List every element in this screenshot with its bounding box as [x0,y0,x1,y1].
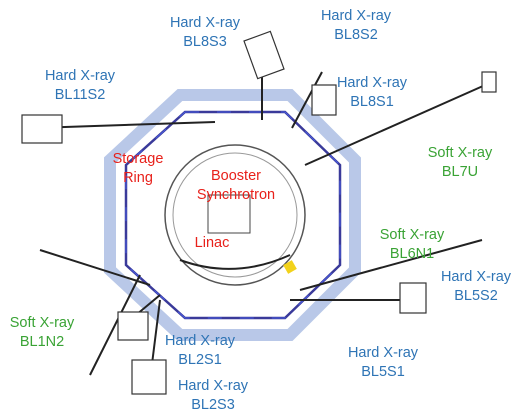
label-name: BL6N1 [390,246,434,262]
beamline-label: Soft X-ray BL7U [428,145,493,180]
label-type: Hard X-ray [441,269,512,285]
label-line: Storage [113,151,164,167]
beamline-label: Soft X-ray BL1N2 [10,315,75,350]
label-name: BL2S1 [178,352,222,368]
beamline-label: Hard X-ray BL5S1 [348,345,419,380]
label-name: BL5S1 [361,364,405,380]
label-type: Soft X-ray [428,145,493,161]
label-type: Hard X-ray [165,333,236,349]
label-line: Ring [123,170,153,186]
label-name: BL11S2 [55,87,106,103]
label-name: BL2S3 [191,397,235,413]
label-type: Hard X-ray [337,75,408,91]
label-name: BL7U [442,164,478,180]
end-station [22,115,62,143]
label-name: BL8S3 [183,34,227,50]
booster-ring [165,145,305,285]
beamline [40,250,150,285]
label-name: BL1N2 [20,334,64,350]
page: {"beamlines": [ {"type": "Hard X-ray", "… [0,0,518,413]
beamline-label: Hard X-ray BL2S3 [178,378,249,413]
label-type: Soft X-ray [380,227,445,243]
beamline-label: Hard X-ray BL2S1 [165,333,236,368]
beamline-label: Soft X-ray BL6N1 [380,227,445,262]
beamline-label: Hard X-ray BL5S2 [441,269,512,304]
label-type: Soft X-ray [10,315,75,331]
beamline-label: Hard X-ray BL8S3 [170,15,241,50]
label-type: Hard X-ray [348,345,419,361]
end-station [132,360,166,394]
label-type: Hard X-ray [178,378,249,394]
end-station [118,312,148,340]
beamline-label: Hard X-ray BL8S2 [321,8,392,43]
label-line: Synchrotron [197,187,275,203]
end-station [244,31,284,78]
facility-diagram: Hard X-ray BL8S3 Hard X-ray BL8S2 Hard X-r… [0,0,518,413]
machine-label: Linac [195,235,230,251]
machine-label: Booster Synchrotron [197,168,275,203]
linac [180,255,290,269]
label-type: Hard X-ray [321,8,392,24]
label-name: BL5S2 [454,288,498,304]
machine-label: Storage Ring [113,151,164,186]
label-type: Hard X-ray [170,15,241,31]
end-station [400,283,426,313]
beamline-label: Hard X-ray BL11S2 [45,68,116,103]
label-line: Booster [211,168,261,184]
label-name: BL8S1 [350,94,394,110]
beamline-label: Hard X-ray BL8S1 [337,75,408,110]
end-station [312,85,336,115]
label-name: BL8S2 [334,27,378,43]
end-station [482,72,496,92]
label-type: Hard X-ray [45,68,116,84]
injection-marker [283,260,297,274]
